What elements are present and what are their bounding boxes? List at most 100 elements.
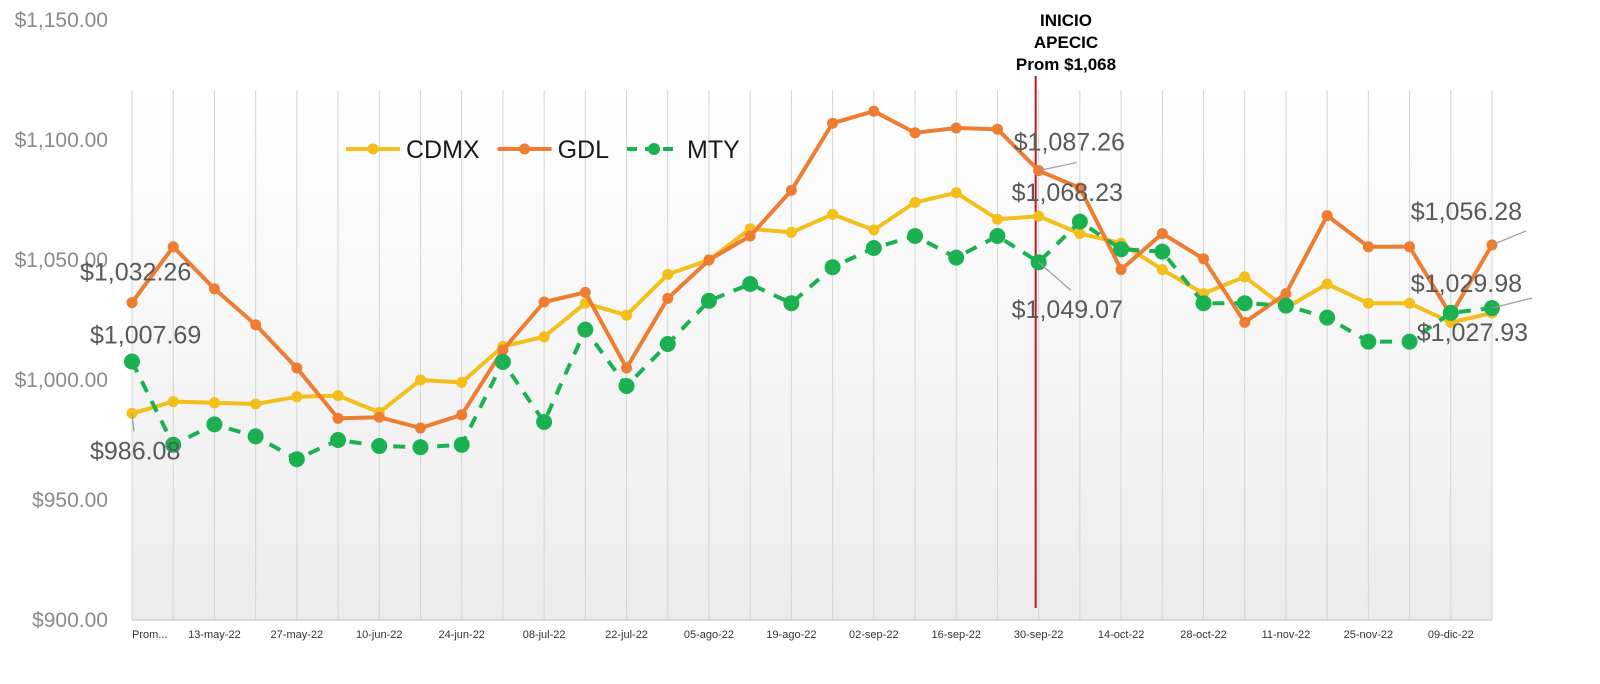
data-point-mty: [165, 436, 182, 453]
data-point-gdl: [909, 127, 921, 139]
data-point-cdmx: [1404, 297, 1416, 309]
x-tick-label: Prom...: [132, 629, 167, 641]
data-point-cdmx: [1074, 228, 1086, 240]
legend-label: GDL: [558, 136, 610, 164]
data-point-cdmx: [414, 374, 426, 386]
legend: CDMX GDL MTY: [346, 136, 740, 164]
legend-marker-mty: [648, 143, 661, 155]
data-point-gdl: [250, 319, 262, 331]
data-point-cdmx: [621, 309, 633, 321]
x-tick-label: 05-ago-22: [684, 629, 734, 641]
data-point-cdmx: [1033, 210, 1045, 222]
data-point-mty: [618, 378, 635, 394]
legend-item-mty: MTY: [627, 136, 740, 164]
data-point-mty: [989, 228, 1006, 244]
data-point-mty: [1360, 333, 1377, 350]
x-tick-label: 02-sep-22: [849, 629, 899, 641]
data-point-mty: [1277, 297, 1294, 314]
y-tick-label: $1,100.00: [15, 129, 108, 152]
annotation-text: Prom $1,068: [1016, 55, 1116, 74]
data-point-gdl: [868, 105, 880, 117]
x-tick-label: 19-ago-22: [766, 629, 816, 641]
annotation: INICIO APECIC Prom $1,068: [1016, 11, 1116, 608]
data-label: $1,029.98: [1411, 270, 1522, 298]
data-point-mty: [700, 292, 717, 309]
data-point-cdmx: [868, 224, 880, 236]
data-label: $1,049.07: [1012, 296, 1123, 324]
data-point-mty: [1319, 309, 1336, 326]
legend-item-gdl: GDL: [497, 136, 610, 164]
legend-marker-gdl: [519, 143, 531, 155]
series-line-mty: [130, 219, 1493, 462]
data-point-cdmx: [909, 196, 921, 208]
data-point-gdl: [621, 362, 633, 374]
data-point-mty: [1236, 295, 1253, 312]
data-point-mty: [412, 439, 429, 456]
data-point-gdl: [1156, 228, 1168, 240]
data-point-gdl: [785, 184, 797, 196]
data-point-mty: [1113, 241, 1130, 258]
data-label: $1,087.26: [1014, 129, 1125, 157]
data-point-gdl: [1404, 241, 1416, 253]
x-tick-label: 10-jun-22: [356, 629, 402, 641]
data-label: $1,032.26: [80, 259, 191, 287]
x-tick-label: 25-nov-22: [1344, 629, 1394, 641]
data-point-mty: [247, 428, 264, 445]
data-point-mty: [1401, 333, 1418, 350]
series-line-cdmx: [131, 190, 1493, 416]
series-line-gdl: [130, 109, 1494, 430]
data-point-cdmx: [167, 396, 179, 408]
data-point-gdl: [1115, 264, 1127, 276]
data-point-cdmx: [538, 331, 550, 343]
data-point-gdl: [950, 122, 962, 134]
data-point-mty: [536, 414, 553, 430]
y-tick-label: $900.00: [32, 609, 108, 632]
data-label: $1,007.69: [90, 322, 201, 350]
data-point-gdl: [291, 362, 303, 374]
data-point-cdmx: [662, 268, 674, 280]
label-leader-line: [1038, 161, 1077, 172]
data-point-cdmx: [1362, 297, 1374, 309]
label-leader-line: [1491, 230, 1527, 246]
x-tick-label: 13-may-22: [188, 629, 241, 641]
data-point-gdl: [373, 411, 385, 423]
data-point-cdmx: [1156, 264, 1168, 276]
data-point-cdmx: [291, 391, 303, 403]
data-point-cdmx: [785, 226, 797, 238]
data-point-mty: [1442, 304, 1459, 321]
data-point-gdl: [662, 292, 674, 304]
data-point-cdmx: [1321, 278, 1333, 290]
x-tick-label: 09-dic-22: [1428, 629, 1474, 641]
annotation-text: APECIC: [1034, 33, 1098, 52]
data-point-gdl: [1198, 253, 1210, 265]
x-tick-label: 28-oct-22: [1180, 629, 1226, 641]
series-layer: [124, 105, 1500, 468]
data-point-gdl: [167, 241, 179, 253]
data-point-cdmx: [991, 213, 1003, 225]
x-tick-label: 27-may-22: [271, 629, 324, 641]
data-point-gdl: [1280, 288, 1292, 300]
data-point-mty: [1071, 213, 1088, 230]
label-leader-line: [1038, 261, 1072, 291]
data-point-mty: [453, 436, 470, 453]
data-point-cdmx: [456, 376, 468, 388]
data-point-mty: [1195, 295, 1212, 312]
data-point-mty: [659, 336, 676, 352]
annotation-text: INICIO: [1040, 11, 1092, 30]
data-point-mty: [330, 432, 347, 448]
data-point-cdmx: [950, 187, 962, 199]
x-tick-label: 14-oct-22: [1098, 629, 1144, 641]
data-point-gdl: [744, 230, 756, 242]
data-point-mty: [742, 276, 759, 292]
data-point-mty: [206, 416, 223, 433]
data-point-gdl: [456, 409, 468, 421]
data-point-gdl: [332, 412, 344, 424]
data-point-mty: [824, 259, 841, 276]
data-label: $1,068.23: [1012, 179, 1123, 207]
data-point-cdmx: [827, 208, 839, 220]
grid-lines: [131, 90, 1493, 620]
data-point-gdl: [579, 286, 591, 298]
x-tick-label: 24-jun-22: [438, 629, 484, 641]
data-point-gdl: [991, 123, 1003, 135]
